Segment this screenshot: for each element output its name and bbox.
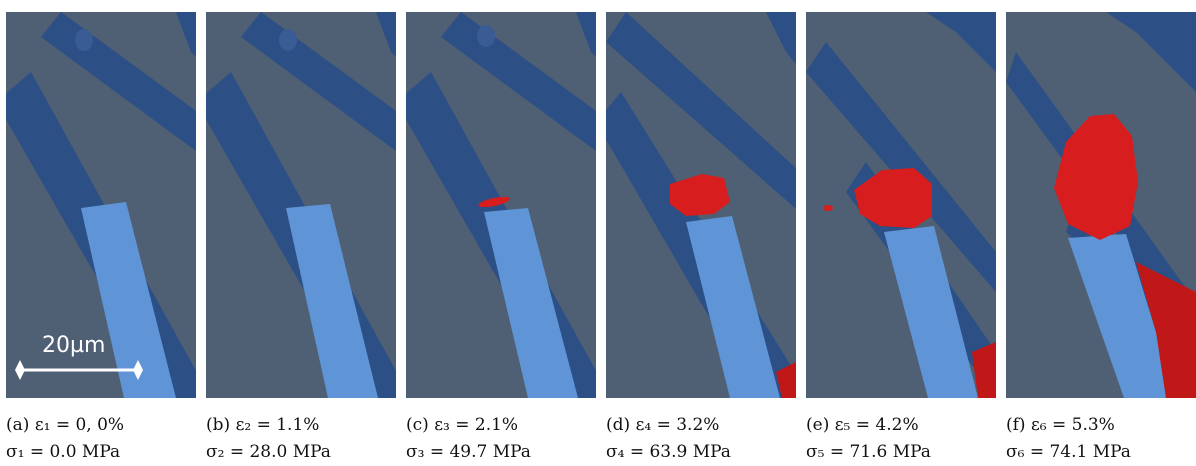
fiber-light	[81, 202, 176, 398]
panel-tag: (e)	[806, 415, 830, 435]
fiber-blob	[279, 29, 297, 51]
fiber-dark	[926, 12, 996, 72]
scale-bar-label: 20µm	[42, 333, 105, 358]
panel-tag: (a)	[6, 415, 30, 435]
panel-a-caption: (a) ε₁ = 0, 0% σ₁ = 0.0 MPa	[6, 412, 206, 466]
stress-label: σ₂ = 28.0 MPa	[206, 442, 331, 462]
fiber-blob	[477, 25, 495, 47]
strain-label: ε₂ = 1.1%	[235, 415, 320, 435]
damage-region	[1054, 114, 1138, 240]
fiber-light	[686, 216, 780, 398]
fiber-dark	[1106, 12, 1196, 92]
fiber-blob	[75, 29, 93, 51]
fiber-light	[1068, 234, 1176, 398]
panel-tag: (d)	[606, 415, 631, 435]
panel-tag: (b)	[206, 415, 231, 435]
stress-label: σ₃ = 49.7 MPa	[406, 442, 531, 462]
stress-label: σ₁ = 0.0 MPa	[6, 442, 121, 462]
fiber-dark	[441, 12, 596, 151]
stress-label: σ₅ = 71.6 MPa	[806, 442, 931, 462]
panel-d-image	[606, 12, 796, 398]
fiber-dark	[606, 12, 796, 209]
strain-label: ε₅ = 4.2%	[834, 415, 919, 435]
panel-e-caption: (e) ε₅ = 4.2% σ₅ = 71.6 MPa	[806, 412, 1006, 466]
panel-c: (c) ε₃ = 2.1% σ₃ = 49.7 MPa	[406, 12, 596, 462]
damage-region	[972, 342, 996, 398]
panel-d: (d) ε₄ = 3.2% σ₄ = 63.9 MPa	[606, 12, 796, 462]
damage-region	[854, 168, 932, 228]
fiber-light	[484, 208, 578, 398]
fiber-dark	[176, 12, 196, 57]
strain-label: ε₃ = 2.1%	[434, 415, 519, 435]
damage-region	[670, 174, 730, 216]
panel-f-caption: (f) ε₆ = 5.3% σ₆ = 74.1 MPa	[1006, 412, 1196, 466]
panel-tag: (f)	[1006, 415, 1026, 435]
panel-b-image	[206, 12, 396, 398]
panel-f: (f) ε₆ = 5.3% σ₆ = 74.1 MPa	[1006, 12, 1196, 462]
fiber-dark	[576, 12, 596, 57]
panel-e-image	[806, 12, 996, 398]
panel-b-caption: (b) ε₂ = 1.1% σ₂ = 28.0 MPa	[206, 412, 406, 466]
fiber-dark	[806, 42, 996, 292]
stress-label: σ₆ = 74.1 MPa	[1006, 442, 1131, 462]
damage-region	[776, 362, 796, 398]
stress-label: σ₄ = 63.9 MPa	[606, 442, 731, 462]
strain-label: ε₆ = 5.3%	[1030, 415, 1115, 435]
fiber-light	[286, 204, 378, 398]
panel-f-image	[1006, 12, 1196, 398]
fiber-light	[884, 226, 978, 398]
panel-a: 20µm (a) ε₁ = 0, 0% σ₁ = 0.0 MPa	[6, 12, 196, 462]
strain-label: ε₄ = 3.2%	[635, 415, 720, 435]
damage-region	[1136, 262, 1196, 398]
panel-a-image: 20µm	[6, 12, 196, 398]
damage-region	[478, 196, 510, 208]
panel-c-caption: (c) ε₃ = 2.1% σ₃ = 49.7 MPa	[406, 412, 606, 466]
fiber-dark	[376, 12, 396, 57]
panel-e: (e) ε₅ = 4.2% σ₅ = 71.6 MPa	[806, 12, 996, 462]
strain-label: ε₁ = 0, 0%	[34, 415, 125, 435]
scale-bar-left-cap	[15, 360, 25, 380]
panel-c-image	[406, 12, 596, 398]
fiber-dark	[766, 12, 796, 64]
panel-d-caption: (d) ε₄ = 3.2% σ₄ = 63.9 MPa	[606, 412, 806, 466]
fiber-dark	[241, 12, 396, 151]
damage-region	[823, 205, 833, 211]
panel-tag: (c)	[406, 415, 429, 435]
scale-bar-right-cap	[133, 360, 143, 380]
scale-bar: 20µm	[15, 333, 143, 380]
panel-b: (b) ε₂ = 1.1% σ₂ = 28.0 MPa	[206, 12, 396, 462]
